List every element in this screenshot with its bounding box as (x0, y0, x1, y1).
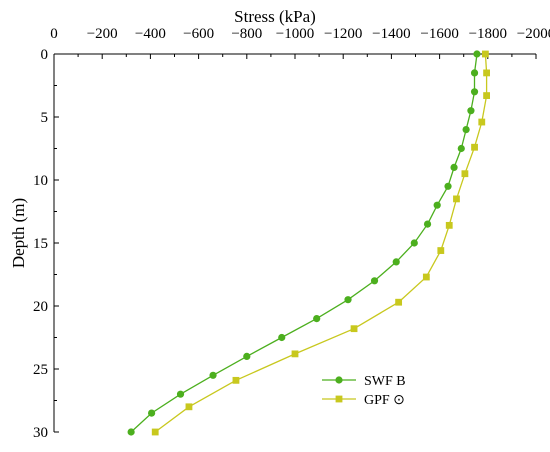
x-tick-label: −200 (87, 26, 118, 42)
y-tick-label: 5 (41, 110, 49, 126)
x-tick-label: −600 (183, 26, 214, 42)
y-tick-label: 20 (33, 299, 48, 315)
data-point (461, 170, 469, 178)
data-point (471, 143, 478, 151)
data-point (457, 144, 465, 153)
legend: SWF B GPF ⊙ (322, 374, 406, 408)
data-point (278, 333, 286, 342)
data-point (467, 107, 475, 115)
x-tick-label: −1200 (324, 26, 362, 42)
x-tick-label: −1400 (372, 26, 410, 42)
legend-marker (335, 376, 343, 384)
data-point (483, 69, 490, 77)
legend-label: SWF B (364, 374, 406, 389)
y-axis-title: Depth (m) (9, 198, 28, 268)
axes: 0 −200 −400 −600 −800 −1000 −1200 −1400 −1600 −18… (9, 7, 550, 441)
data-point (433, 201, 441, 209)
legend-marker (335, 395, 343, 403)
data-point (444, 182, 452, 190)
data-point (453, 195, 460, 203)
x-axis-title: Stress (kPa) (234, 7, 316, 26)
data-point (470, 69, 479, 77)
data-point (209, 371, 217, 379)
series-line (130, 53, 478, 433)
data-point (473, 50, 481, 58)
data-point (370, 277, 379, 285)
data-point (410, 239, 418, 247)
data-point (232, 376, 240, 384)
data-point (450, 163, 458, 171)
data-point (462, 126, 470, 134)
data-point (483, 92, 490, 99)
data-point (185, 403, 193, 411)
x-tick-label: −400 (135, 26, 166, 42)
data-point (423, 220, 432, 228)
y-tick-label: 25 (33, 362, 48, 378)
data-point (148, 409, 156, 417)
y-tick-label: 15 (33, 236, 48, 252)
data-point (291, 350, 299, 358)
series-2 (151, 50, 490, 436)
data-point (176, 390, 185, 398)
x-tick-label: −1800 (469, 26, 507, 42)
series-line (154, 53, 488, 433)
x-tick-label: −1600 (420, 26, 458, 42)
data-point (437, 247, 445, 254)
series-1 (127, 50, 481, 436)
legend-label: GPF ⊙ (364, 393, 405, 408)
y-tick-label: 0 (41, 47, 49, 63)
data-point (395, 298, 403, 306)
data-point (481, 50, 489, 58)
data-point (478, 118, 486, 126)
x-tick-label: −800 (231, 26, 262, 42)
x-tick-label: −1000 (276, 26, 314, 42)
x-tick-label: 0 (50, 26, 58, 42)
data-point (313, 315, 321, 323)
data-point (392, 258, 400, 266)
data-point (445, 221, 453, 229)
data-point (151, 428, 159, 436)
data-point (344, 296, 352, 304)
data-point (422, 273, 430, 281)
data-point (350, 325, 358, 333)
data-point (127, 428, 135, 436)
y-tick-label: 10 (33, 173, 48, 189)
data-point (243, 352, 251, 360)
y-tick-label: 30 (33, 425, 48, 441)
data-point (470, 88, 479, 96)
series-layer (127, 50, 490, 436)
